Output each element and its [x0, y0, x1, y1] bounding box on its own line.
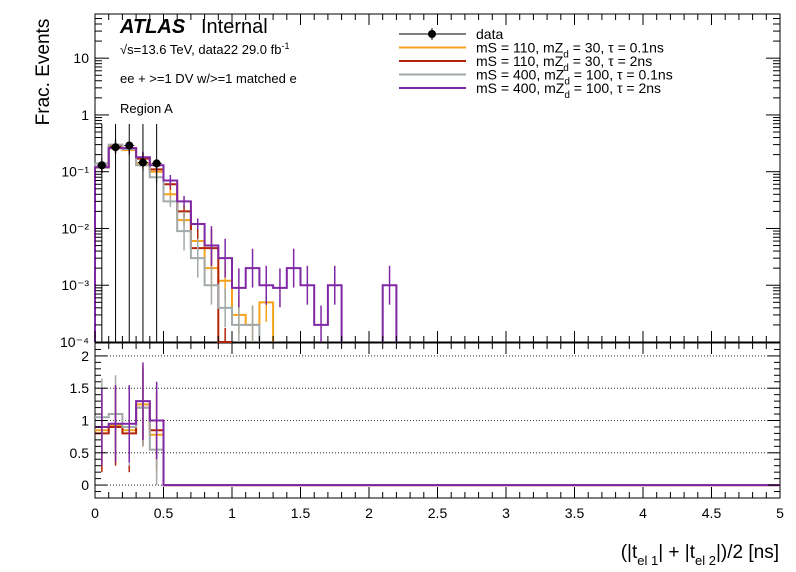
- energy-lumi-label: √s=13.6 TeV, data22 29.0 fb-1: [120, 41, 289, 57]
- ratio-y-tick-label: 1: [81, 413, 89, 429]
- ratio-y-tick-label: 0.5: [70, 445, 90, 461]
- selection-label: ee + >=1 DV w/>=1 matched e: [120, 71, 297, 86]
- top-panel-frame: [94, 13, 781, 343]
- ratio-series-group: [95, 362, 780, 487]
- ratio-series-line: [95, 400, 780, 487]
- x-tick-label: 5: [776, 505, 784, 521]
- y-tick-label: 10⁻¹: [61, 164, 89, 180]
- x-axis-label: (|tel 1| + |tel 2|)/2 [ns]: [621, 542, 779, 568]
- x-tick-label: 2: [365, 505, 373, 521]
- region-label: Region A: [120, 101, 173, 116]
- x-tick-label: 3.5: [565, 505, 585, 521]
- legend-label: mS = 110, mZd = 30, τ = 0.1ns: [476, 40, 664, 61]
- y-tick-label: 1: [81, 107, 89, 123]
- y-tick-label: 10⁻³: [61, 277, 89, 293]
- x-tick-label: 1.5: [291, 505, 311, 521]
- data-point: [125, 141, 134, 150]
- y-tick-label: 10⁻⁴: [60, 334, 89, 350]
- legend-label: mS = 400, mZd = 100, τ = 0.1ns: [476, 67, 673, 88]
- ratio-y-tick-label: 0: [81, 477, 89, 493]
- ratio-y-tick-label: 1.5: [70, 380, 90, 396]
- data-point: [138, 158, 147, 167]
- legend-label: data: [476, 26, 503, 42]
- legend-label: mS = 110, mZd = 30, τ = 2ns: [476, 53, 652, 74]
- ratio-series-line: [95, 406, 780, 487]
- y-tick-label: 10⁻²: [61, 220, 89, 236]
- internal-label: Internal: [201, 16, 268, 38]
- ratio-series-line: [95, 406, 780, 487]
- top-series-group: [94, 139, 398, 343]
- legend-marker: [428, 30, 436, 38]
- x-tick-label: 4: [639, 505, 647, 521]
- data-points-group: [96, 124, 162, 342]
- x-tick-label: 4.5: [702, 505, 722, 521]
- x-tick-label: 1: [228, 505, 236, 521]
- data-point: [97, 161, 106, 170]
- x-tick-label: 3: [502, 505, 510, 521]
- ratio-series-line: [95, 403, 780, 487]
- x-tick-label: 0: [91, 505, 99, 521]
- ratio-y-axis-ticks: 0 0.5 1 1.5 2: [70, 342, 780, 499]
- atlas-label: ATLAS: [119, 16, 186, 38]
- histogram-series: [94, 143, 261, 342]
- ratio-grid: [95, 355, 780, 486]
- x-axis-ticks: 0 0.5 1 1.5 2 2.5 3 3.5 4 4.5 5: [91, 14, 784, 521]
- y-tick-label: 10: [73, 50, 89, 66]
- x-tick-label: 0.5: [154, 505, 174, 521]
- data-point: [111, 143, 120, 152]
- legend-label: mS = 400, mZd = 100, τ = 2ns: [476, 80, 661, 101]
- histogram-series: [94, 147, 398, 342]
- ratio-y-tick-label: 2: [81, 348, 89, 364]
- y-axis-ticks: 10⁻⁴ 10⁻³ 10⁻² 10⁻¹ 1 10: [60, 13, 780, 350]
- data-point: [152, 159, 161, 168]
- x-tick-label: 2.5: [428, 505, 448, 521]
- y-axis-label: Frac. Events: [33, 19, 54, 126]
